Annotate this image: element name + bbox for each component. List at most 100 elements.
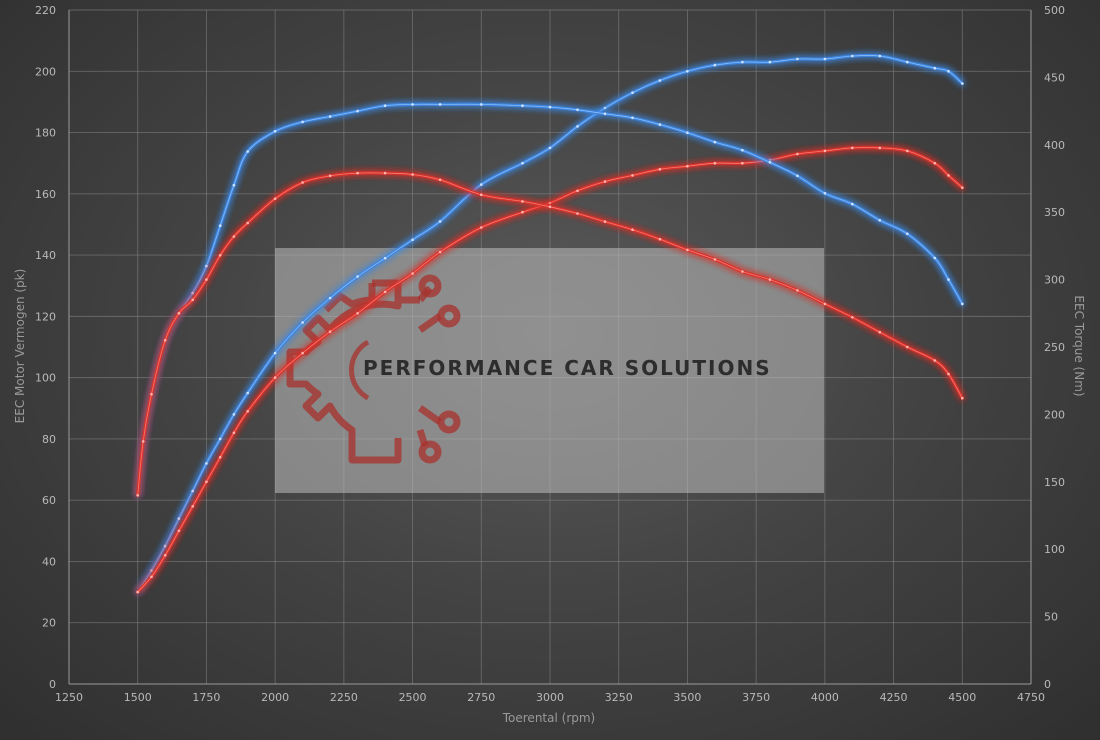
x-tick-label: 1500 <box>124 691 152 704</box>
data-point <box>411 103 414 106</box>
data-point <box>383 171 387 175</box>
data-point <box>205 278 208 281</box>
data-point <box>947 70 950 73</box>
data-point <box>741 270 744 273</box>
data-point <box>273 197 277 200</box>
data-point <box>631 116 634 120</box>
x-tick-label: 3500 <box>673 691 701 704</box>
data-point <box>218 437 222 441</box>
y-left-tick-label: 0 <box>49 678 56 691</box>
data-point <box>163 554 167 557</box>
y-right-tick-label: 200 <box>1044 408 1065 421</box>
x-tick-label: 4750 <box>1017 691 1045 704</box>
data-point <box>851 54 854 58</box>
data-point <box>796 174 799 178</box>
data-point <box>218 254 222 257</box>
data-point <box>576 108 579 112</box>
series-1-red-left <box>136 145 964 594</box>
watermark-box <box>275 248 824 493</box>
y-right-tick-label: 150 <box>1044 476 1065 489</box>
data-point <box>205 462 208 465</box>
data-point <box>603 220 607 223</box>
data-point <box>273 376 277 379</box>
y-left-tick-label: 40 <box>42 555 56 568</box>
data-point <box>191 298 194 302</box>
x-axis-title: Toerental (rpm) <box>502 711 595 725</box>
data-point <box>177 517 181 520</box>
data-point <box>851 316 854 319</box>
data-point <box>246 410 249 413</box>
y-left-tick-label: 120 <box>35 310 56 323</box>
data-point <box>686 164 689 168</box>
data-point <box>191 489 194 493</box>
series-highlight <box>137 172 963 496</box>
y-left-tick-label: 220 <box>35 4 56 17</box>
data-point <box>961 302 964 306</box>
series-0-blue-left <box>136 53 964 594</box>
data-point <box>961 396 964 400</box>
data-point <box>548 205 552 209</box>
data-point <box>246 391 249 395</box>
data-point <box>301 120 304 124</box>
data-point <box>150 569 153 572</box>
data-point <box>438 178 442 182</box>
data-point <box>713 140 717 144</box>
data-point <box>658 123 662 126</box>
data-point <box>686 70 689 73</box>
data-point <box>438 250 442 254</box>
y-left-tick-label: 180 <box>35 127 56 140</box>
data-point <box>521 104 524 107</box>
data-point <box>878 146 882 150</box>
y-right-tick-label: 500 <box>1044 4 1065 17</box>
data-point <box>768 278 772 281</box>
data-point <box>548 146 552 150</box>
data-point <box>273 130 277 133</box>
x-tick-label: 1250 <box>55 691 83 704</box>
data-point <box>603 180 607 183</box>
x-tick-label: 2000 <box>261 691 289 704</box>
series-highlight <box>137 103 963 496</box>
data-point <box>631 91 634 94</box>
series-2-blue-right <box>136 102 964 497</box>
data-point <box>906 149 909 153</box>
data-point <box>631 228 634 231</box>
data-point <box>576 125 579 128</box>
data-point <box>768 161 772 164</box>
y-right-tick-label: 250 <box>1044 341 1065 354</box>
data-point <box>521 210 524 214</box>
data-point <box>218 456 222 459</box>
data-point <box>521 161 524 165</box>
data-point <box>163 544 167 548</box>
data-point <box>906 232 909 236</box>
data-point <box>823 149 827 153</box>
x-tick-label: 3000 <box>536 691 564 704</box>
data-point <box>603 112 607 116</box>
data-point <box>136 494 139 497</box>
data-point <box>246 221 249 225</box>
data-point <box>383 104 387 107</box>
data-point <box>383 256 387 260</box>
data-point <box>796 289 799 292</box>
data-point <box>878 330 882 334</box>
data-point <box>947 278 950 281</box>
y-right-tick-label: 350 <box>1044 206 1065 219</box>
data-point <box>658 168 662 171</box>
data-point <box>411 272 414 275</box>
data-point <box>933 161 937 165</box>
y-left-tick-label: 140 <box>35 249 56 262</box>
data-point <box>177 312 181 315</box>
x-tick-label: 2250 <box>330 691 358 704</box>
data-point <box>356 171 359 175</box>
data-point <box>301 181 304 184</box>
x-tick-label: 3750 <box>742 691 770 704</box>
data-point <box>947 174 950 177</box>
data-point <box>480 183 483 186</box>
data-point <box>878 219 882 222</box>
data-point <box>328 296 332 300</box>
data-point <box>191 291 194 295</box>
data-point <box>328 115 332 118</box>
data-point <box>576 212 579 215</box>
data-point <box>301 351 304 355</box>
